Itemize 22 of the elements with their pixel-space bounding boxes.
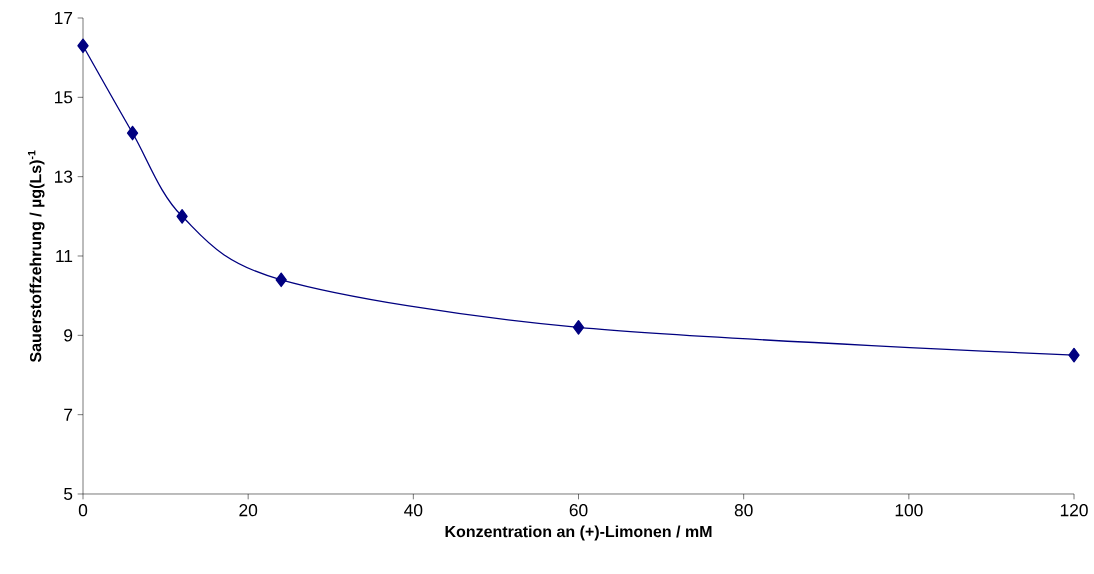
y-tick-label: 5 [64, 487, 73, 501]
point [176, 208, 188, 224]
y-tick-label: 9 [64, 329, 73, 342]
point [572, 320, 585, 335]
point [77, 38, 89, 54]
x-tick-label: 120 [1060, 504, 1088, 517]
x-axis-title: Konzentration an (+)-Limonen / mM [445, 525, 712, 541]
point [126, 125, 139, 141]
y-tick-label: 17 [55, 12, 73, 24]
x-tick-label: 0 [78, 504, 88, 517]
y-tick-label: 13 [55, 170, 73, 183]
point [275, 272, 287, 288]
x-tick-label: 40 [404, 504, 423, 517]
x-tick-label: 100 [895, 504, 923, 517]
y-tick-label: 15 [55, 91, 73, 104]
x-tick-label: 20 [239, 504, 258, 517]
point [1068, 347, 1080, 363]
x-tick-label: 60 [569, 504, 588, 517]
y-tick-label: 7 [64, 408, 73, 421]
y-tick-label: 11 [56, 250, 73, 262]
y-axis-title: Sauerstoffzehrung / µg(Ls)$^{-1}$ [27, 150, 45, 363]
x-tick-label: 80 [734, 504, 753, 517]
